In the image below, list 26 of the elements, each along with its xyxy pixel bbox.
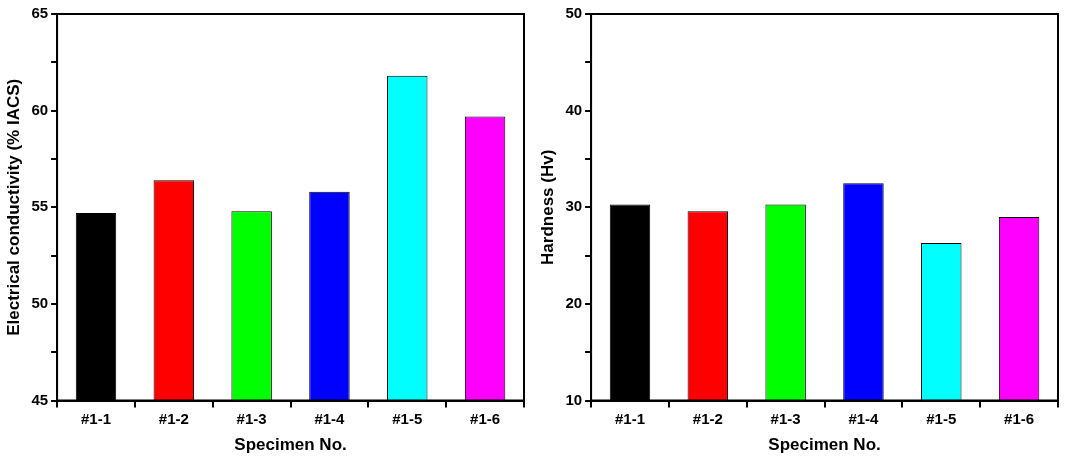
- x-tick-label: #1-4: [314, 409, 346, 427]
- x-axis-title: Specimen No.: [768, 435, 881, 455]
- y-tick-label: 40: [565, 100, 583, 118]
- x-tick-label: #1-6: [470, 409, 501, 427]
- x-tick-label: #1-6: [1004, 409, 1035, 427]
- y-tick-label: 50: [31, 294, 49, 312]
- x-tick-label: #1-1: [614, 409, 646, 427]
- x-tick-label: #1-2: [692, 409, 723, 427]
- y-tick-label: 45: [31, 390, 49, 408]
- y-tick-label: 50: [565, 4, 583, 22]
- y-axis-title: Electrical conductivity (% IACS): [3, 78, 23, 336]
- x-tick-label: #1-3: [236, 409, 267, 427]
- y-tick-label: 10: [565, 390, 583, 408]
- y-axis-title: Hardness (Hv): [537, 149, 557, 265]
- x-axis-title: Specimen No.: [234, 435, 347, 455]
- y-tick-label: 55: [31, 197, 49, 215]
- x-tick-label: #1-2: [158, 409, 189, 427]
- x-tick-label: #1-3: [770, 409, 801, 427]
- y-tick-label: 60: [31, 100, 49, 118]
- y-tick-label: 30: [565, 197, 583, 215]
- x-tick-label: #1-5: [392, 409, 423, 427]
- x-tick-label: #1-1: [80, 409, 112, 427]
- y-tick-label: 20: [565, 294, 583, 312]
- x-tick-label: #1-5: [926, 409, 957, 427]
- y-tick-label: 65: [31, 4, 49, 22]
- x-tick-label: #1-4: [848, 409, 880, 427]
